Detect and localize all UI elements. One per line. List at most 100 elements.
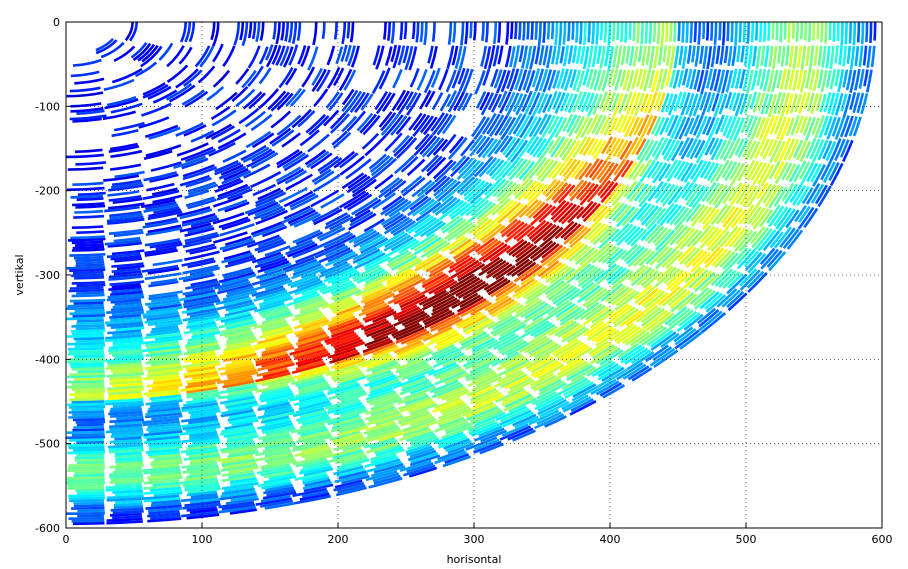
arc-segment (330, 421, 366, 433)
arc-segment (443, 220, 470, 240)
arc-segment (641, 45, 647, 67)
arc-segment (403, 22, 408, 40)
arc-segment (512, 177, 531, 196)
arc-segment (261, 322, 289, 333)
arc-segment (75, 263, 105, 267)
arc-segment (423, 70, 436, 94)
arc-segment (252, 183, 276, 197)
arc-segment (301, 284, 328, 296)
arc-segment (311, 168, 332, 183)
arc-segment (651, 136, 665, 158)
arc-segment (799, 140, 812, 163)
arc-segment (361, 284, 386, 298)
arc-segment (143, 389, 180, 396)
arc-segment (566, 263, 592, 284)
arc-segment (829, 138, 842, 162)
arc-segment (706, 46, 713, 70)
arc-segment (509, 377, 533, 391)
arc-segment (497, 182, 517, 203)
arc-segment (446, 45, 455, 70)
arc-segment (111, 283, 141, 289)
arc-segment (213, 231, 248, 244)
arc-segment (151, 396, 182, 403)
arc-segment (604, 45, 610, 67)
arc-segment (729, 162, 746, 187)
arc-segment (724, 161, 738, 182)
arc-segment (649, 347, 676, 367)
arc-segment (283, 154, 310, 172)
arc-segment (258, 294, 292, 306)
arc-segment (257, 236, 282, 248)
arc-segment (184, 189, 210, 200)
arc-segment (324, 251, 356, 267)
arc-segment (426, 241, 451, 259)
arc-segment (109, 210, 142, 218)
arc-segment (559, 46, 565, 64)
arc-segment (773, 226, 792, 249)
arc-segment (813, 45, 819, 67)
arc-segment (431, 297, 458, 313)
arc-segment (599, 45, 606, 69)
arc-segment (111, 179, 142, 187)
arc-segment (404, 394, 429, 406)
arc-segment (569, 400, 597, 416)
arc-segment (703, 246, 721, 265)
arc-segment (260, 459, 297, 469)
arc-segment (364, 403, 394, 416)
arc-segment (530, 22, 534, 40)
arc-segment (284, 67, 298, 86)
arc-segment (216, 186, 251, 201)
arc-segment (185, 397, 216, 404)
arc-segment (448, 275, 478, 294)
arc-segment (609, 184, 626, 203)
arc-segment (785, 93, 794, 116)
arc-segment (451, 155, 467, 172)
arc-segment (646, 328, 671, 347)
arc-segment (607, 68, 615, 87)
arc-segment (550, 22, 555, 40)
arc-segment (541, 243, 560, 259)
arc-segment (817, 45, 823, 66)
arc-segment (750, 207, 766, 227)
arc-segment (181, 257, 215, 267)
arc-segment (779, 227, 796, 248)
arc-segment (393, 136, 414, 157)
arc-segment (303, 467, 334, 477)
arc-segment (186, 513, 220, 520)
arc-segment (371, 346, 400, 359)
arc-segment (298, 414, 330, 425)
arc-segment (472, 394, 504, 410)
arc-segment (148, 386, 179, 393)
arc-segment (664, 159, 679, 179)
arc-segment (451, 277, 481, 296)
arc-segment (113, 505, 143, 509)
arc-segment (542, 93, 553, 114)
arc-segment (667, 114, 679, 137)
arc-segment (722, 115, 733, 137)
arc-segment (691, 186, 710, 210)
arc-segment (180, 384, 217, 392)
arc-segment (482, 67, 491, 86)
arc-segment (179, 174, 210, 187)
arc-segment (228, 304, 256, 314)
arc-segment (261, 225, 288, 238)
arc-segment (411, 22, 416, 40)
arc-segment (705, 294, 727, 313)
arc-segment (327, 347, 357, 359)
arc-segment (576, 70, 586, 93)
arc-segment (425, 257, 449, 273)
arc-segment (552, 70, 561, 89)
arc-segment (108, 195, 142, 202)
arc-segment (158, 42, 174, 61)
arc-segment (486, 332, 517, 350)
arc-segment (75, 489, 105, 493)
arc-segment (66, 430, 105, 434)
arc-segment (870, 45, 876, 68)
arc-segment (401, 193, 426, 213)
arc-segment (124, 22, 134, 42)
arc-segment (426, 155, 443, 173)
arc-segment (534, 22, 538, 40)
arc-segment (182, 480, 219, 487)
arc-segment (399, 460, 432, 472)
arc-segment (749, 140, 761, 160)
